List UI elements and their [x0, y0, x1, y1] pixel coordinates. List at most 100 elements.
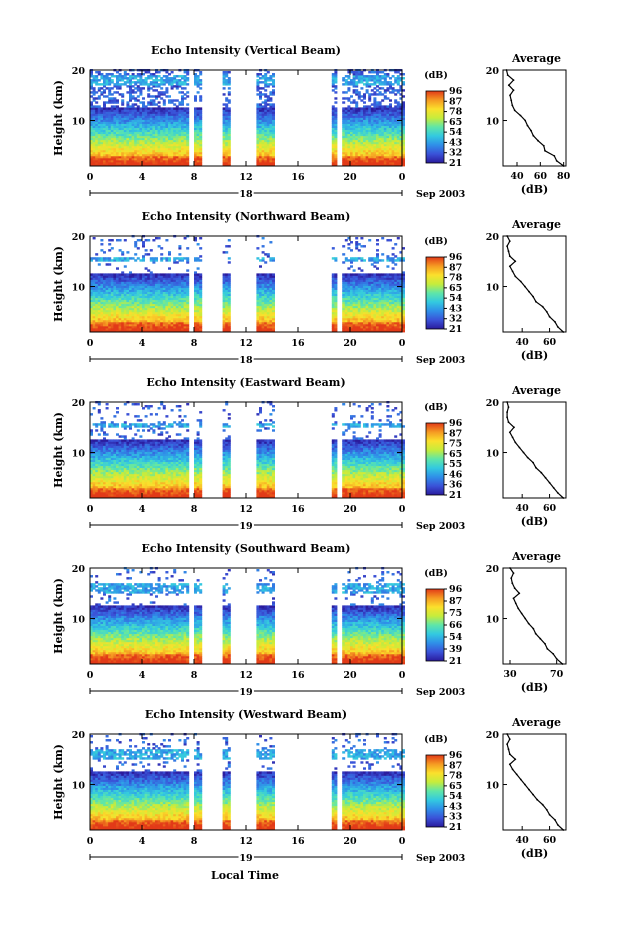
heatmap-cell [381, 81, 385, 84]
heatmap-cell [134, 155, 138, 159]
heatmap-cell [116, 155, 119, 159]
heatmap-cell [92, 105, 96, 108]
heatmap-cell [97, 115, 101, 118]
heatmap-cell [157, 159, 161, 163]
heatmap-cell [136, 89, 140, 92]
heatmap-cell [103, 251, 106, 254]
heatmap-cell [110, 113, 114, 116]
average-point [513, 109, 516, 112]
heatmap-cell [373, 91, 377, 94]
heatmap-cell [100, 133, 104, 137]
heatmap-cell [196, 267, 200, 270]
heatmap-cell [155, 159, 158, 163]
heatmap-cell [368, 83, 372, 86]
heatmap-cell [142, 105, 145, 108]
heatmap-cell [373, 71, 377, 74]
heatmap-cell [129, 109, 132, 112]
heatmap-cell [136, 119, 140, 122]
heatmap-cell [116, 157, 119, 161]
heatmap-cell [168, 95, 171, 98]
heatmap-cell [100, 93, 104, 96]
heatmap-cell [168, 73, 171, 76]
heatmap-cell [381, 75, 385, 78]
heatmap-cell [105, 157, 109, 161]
heatmap-cell [363, 75, 366, 78]
heatmap-cell [155, 149, 158, 153]
heatmap-cell [118, 115, 122, 118]
heatmap-cell [222, 251, 226, 254]
heatmap-cell [162, 107, 166, 110]
heatmap-cell [136, 159, 140, 163]
heatmap-cell [105, 141, 109, 145]
heatmap-cell [396, 89, 400, 92]
heatmap-cell [344, 273, 348, 276]
heatmap-cell [105, 151, 109, 155]
heatmap-cell [264, 73, 268, 76]
heatmap-cell [129, 125, 132, 128]
heatmap-cell [181, 273, 184, 276]
heatmap-cell [334, 107, 338, 110]
heatmap-cell [126, 115, 130, 118]
heatmap-cell [97, 121, 101, 124]
heatmap-cell [149, 153, 153, 157]
heatmap-cell [97, 145, 101, 149]
heatmap-cell [103, 149, 106, 153]
heatmap-cell [131, 81, 135, 84]
heatmap-cell [139, 121, 143, 124]
heatmap-cell [90, 121, 93, 124]
heatmap-cell [147, 269, 151, 272]
heatmap-cell [134, 159, 138, 163]
heatmap-cell [116, 125, 119, 128]
heatmap-cell [136, 131, 140, 135]
heatmap-cell [110, 73, 114, 76]
heatmap-cell [116, 79, 119, 82]
heatmap-cell [121, 143, 125, 147]
heatmap-cell [95, 139, 99, 143]
heatmap-cell [266, 83, 270, 86]
heatmap-cell [155, 109, 158, 112]
heatmap-cell [168, 77, 171, 80]
heatmap-cell [261, 251, 265, 254]
echo-panel-1: Echo Intensity (Northward Beam)0 4 8 12 16 20… [52, 210, 567, 368]
heatmap-cell [266, 107, 270, 110]
heatmap-cell [157, 91, 161, 94]
heatmap-cell [142, 155, 145, 159]
heatmap-cell [100, 157, 104, 161]
heatmap-cell [103, 117, 106, 120]
heatmap-cell [97, 147, 101, 151]
heatmap-cell [142, 121, 145, 124]
heatmap-cell [113, 273, 117, 276]
heatmap-cell [110, 97, 114, 100]
heatmap-cell [103, 141, 106, 145]
heatmap-cell [376, 89, 379, 92]
heatmap-cell [350, 101, 353, 104]
heatmap-cell [108, 249, 112, 252]
heatmap-cell [350, 241, 353, 244]
heatmap-cell [131, 135, 135, 139]
colorbar-tick-label: 32 [449, 148, 462, 159]
heatmap-cell [199, 95, 203, 98]
heatmap-cell [121, 139, 125, 143]
heatmap-cell [256, 79, 260, 82]
heatmap-cell [121, 153, 125, 157]
heatmap-cell [126, 101, 130, 104]
heatmap-cell [118, 131, 122, 135]
heatmap-cell [97, 273, 101, 276]
heatmap-cell [90, 133, 93, 137]
heatmap-cell [383, 105, 387, 108]
heatmap-cell [100, 117, 104, 120]
heatmap-cell [147, 101, 151, 104]
heatmap-cell [105, 95, 109, 98]
heatmap-cell [165, 239, 169, 242]
heatmap-cell [144, 143, 148, 147]
heatmap-cell [131, 157, 135, 161]
heatmap-cell [116, 149, 119, 153]
heatmap-cell [144, 249, 148, 252]
heatmap-cell [165, 75, 169, 78]
heatmap-cell [92, 257, 96, 260]
heatmap-cell [131, 127, 135, 131]
heatmap-cell [142, 153, 145, 157]
heatmap-cell [110, 141, 114, 145]
heatmap-cell [108, 135, 112, 139]
heatmap-cell [123, 265, 127, 268]
